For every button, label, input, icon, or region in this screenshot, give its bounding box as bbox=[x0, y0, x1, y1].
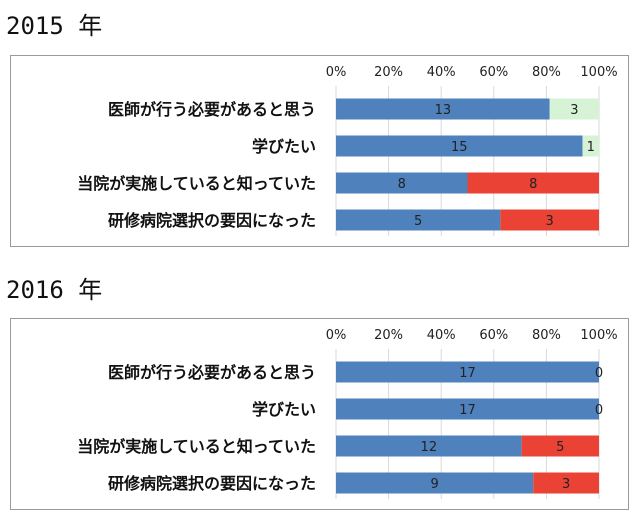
bar-segment bbox=[336, 361, 599, 383]
bar-segment bbox=[521, 435, 599, 457]
x-tick-label: 60% bbox=[479, 65, 508, 80]
data-label: 8 bbox=[398, 177, 406, 192]
bar-segment bbox=[336, 209, 501, 231]
x-tick-label: 100% bbox=[580, 65, 617, 80]
data-label: 5 bbox=[556, 440, 564, 455]
bar-segment bbox=[336, 398, 599, 420]
x-tick-label: 0% bbox=[326, 328, 347, 343]
data-label: 3 bbox=[562, 477, 570, 492]
x-tick-label: 60% bbox=[479, 328, 508, 343]
data-label: 8 bbox=[529, 177, 537, 192]
bar-segment bbox=[467, 172, 599, 194]
x-tick-label: 0% bbox=[326, 65, 347, 80]
bar-segment bbox=[336, 135, 583, 157]
bar-segment bbox=[500, 209, 599, 231]
category-label: 当院が実施していると知っていた bbox=[77, 437, 316, 456]
bar-segment bbox=[336, 435, 522, 457]
data-label: 0 bbox=[595, 403, 603, 418]
data-label: 3 bbox=[570, 103, 578, 118]
chart-heading-2015: 2015 年 bbox=[6, 12, 103, 40]
x-tick-label: 80% bbox=[532, 328, 561, 343]
category-label: 学びたい bbox=[252, 400, 316, 419]
chart-panel-2015: 0% 20% 40% 60% 80% 100% 医師が行う必要があると思う 13 3 学びたい 15… bbox=[10, 55, 629, 247]
chart-panel-2016: 0% 20% 40% 60% 80% 100% 医師が行う必要があると思う 17 0 学びたい 17… bbox=[10, 318, 629, 510]
data-label: 1 bbox=[587, 140, 595, 155]
x-tick-label: 40% bbox=[427, 65, 456, 80]
bar-chart-2016: 0% 20% 40% 60% 80% 100% 医師が行う必要があると思う 17 0 学びたい 17… bbox=[77, 328, 618, 499]
category-label: 学びたい bbox=[252, 137, 316, 156]
bar-segment bbox=[533, 472, 599, 494]
x-tick-label: 80% bbox=[532, 65, 561, 80]
category-label: 当院が実施していると知っていた bbox=[77, 174, 316, 193]
x-tick-label: 20% bbox=[374, 328, 403, 343]
data-label: 9 bbox=[430, 477, 438, 492]
category-label: 研修病院選択の要因になった bbox=[108, 211, 316, 230]
category-label: 医師が行う必要があると思う bbox=[108, 100, 316, 119]
data-label: 15 bbox=[451, 140, 468, 155]
x-tick-label: 100% bbox=[580, 328, 617, 343]
data-label: 5 bbox=[414, 214, 422, 229]
bar-segment bbox=[582, 135, 599, 157]
bar-segment bbox=[336, 472, 534, 494]
data-label: 0 bbox=[595, 366, 603, 381]
category-label: 研修病院選択の要因になった bbox=[108, 474, 316, 493]
x-tick-label: 20% bbox=[374, 65, 403, 80]
data-label: 13 bbox=[435, 103, 452, 118]
bar-segment bbox=[336, 98, 550, 120]
x-tick-label: 40% bbox=[427, 328, 456, 343]
chart-heading-2016: 2016 年 bbox=[6, 276, 103, 304]
bar-segment bbox=[549, 98, 599, 120]
category-label: 医師が行う必要があると思う bbox=[108, 363, 316, 382]
data-label: 12 bbox=[421, 440, 438, 455]
data-label: 3 bbox=[546, 214, 554, 229]
bar-segment bbox=[336, 172, 468, 194]
data-label: 17 bbox=[459, 366, 476, 381]
data-label: 17 bbox=[459, 403, 476, 418]
